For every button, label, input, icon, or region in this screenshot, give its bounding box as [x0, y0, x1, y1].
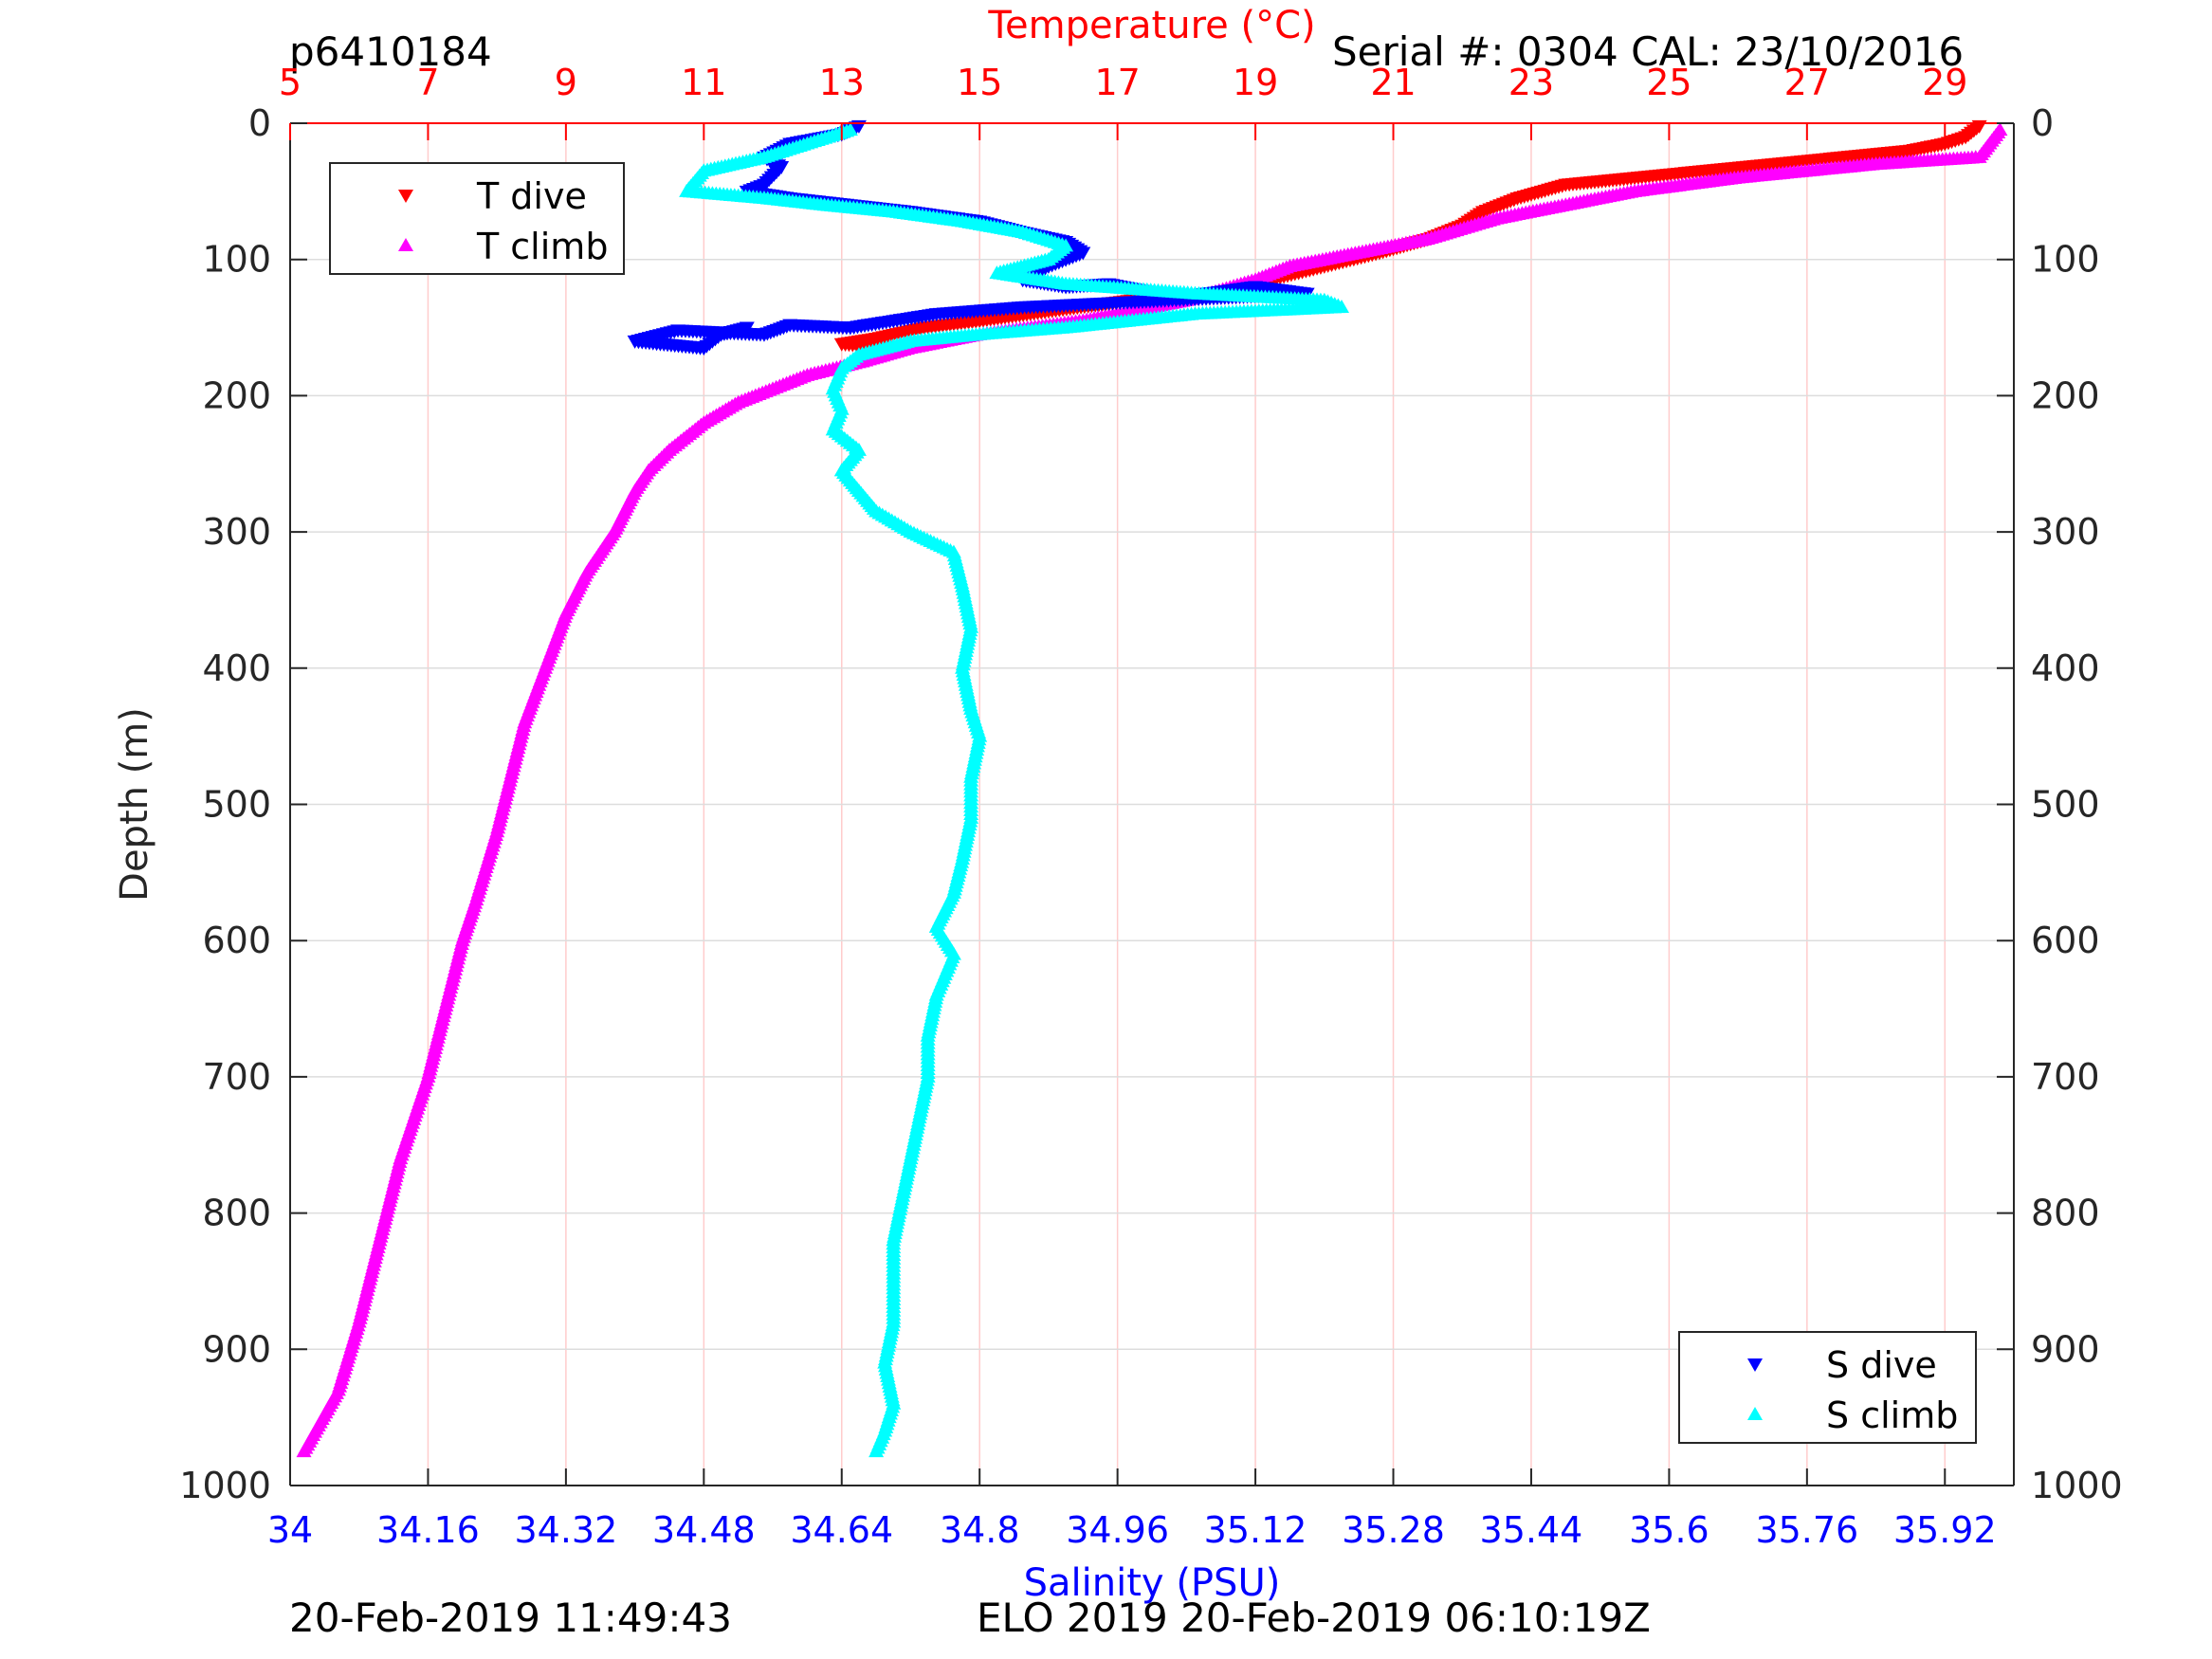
legend-temperature-box [329, 162, 625, 275]
depth-tick-label-right: 600 [2031, 920, 2100, 961]
legend-temperature-marker [398, 190, 413, 203]
depth-tick-label: 800 [202, 1193, 271, 1234]
salinity-tick-label: 35.44 [1480, 1509, 1583, 1551]
footer-timestamp: 20-Feb-2019 11:49:43 [289, 1595, 732, 1641]
legend-salinity-label: S climb [1826, 1395, 1958, 1436]
depth-tick-label-right: 100 [2031, 239, 2100, 281]
salinity-tick-label: 34.48 [652, 1509, 756, 1551]
salinity-tick-label: 34.64 [790, 1509, 893, 1551]
temperature-tick-label: 23 [1508, 62, 1554, 103]
temperature-tick-label: 25 [1646, 62, 1691, 103]
temperature-tick-label: 5 [279, 62, 302, 103]
depth-tick-label: 500 [202, 784, 271, 826]
temperature-tick-label: 15 [957, 62, 1002, 103]
depth-tick-label: 200 [202, 374, 271, 416]
profile-id-label: p6410184 [289, 28, 492, 75]
depth-tick-label: 700 [202, 1056, 271, 1098]
salinity-tick-label: 34.16 [376, 1509, 480, 1551]
legend-salinity-box [1678, 1331, 1977, 1444]
depth-tick-label: 0 [248, 102, 271, 144]
depth-tick-label-right: 300 [2031, 511, 2100, 553]
series-t-climb-marker [296, 1444, 312, 1458]
salinity-tick-label: 34.8 [940, 1509, 1020, 1551]
depth-tick-label-right: 800 [2031, 1193, 2100, 1234]
temperature-tick-label: 29 [1922, 62, 1967, 103]
salinity-tick-label: 35.92 [1893, 1509, 1997, 1551]
serial-cal-label: Serial #: 0304 CAL: 23/10/2016 [1332, 28, 1965, 75]
depth-tick-label: 900 [202, 1328, 271, 1370]
depth-tick-label: 100 [202, 239, 271, 281]
legend-temperature-label: T dive [476, 175, 587, 217]
salinity-axis-title: Salinity (PSU) [1024, 1561, 1281, 1605]
depth-tick-label-right: 200 [2031, 374, 2100, 416]
salinity-tick-label: 34.96 [1066, 1509, 1169, 1551]
temperature-axis-title: Temperature (°C) [987, 4, 1315, 47]
depth-tick-label: 600 [202, 920, 271, 961]
salinity-tick-label: 35.12 [1204, 1509, 1307, 1551]
temperature-tick-label: 7 [416, 62, 439, 103]
depth-tick-label-right: 0 [2031, 102, 2054, 144]
legend-salinity-marker [1747, 1407, 1763, 1420]
depth-tick-label: 400 [202, 647, 271, 689]
legend-salinity-marker [1747, 1358, 1763, 1372]
footer-mission-text: ELO 2019 20-Feb-2019 06:10:19Z [977, 1595, 1651, 1641]
depth-axis-title: Depth (m) [113, 707, 156, 902]
series-s-dive-marker [739, 321, 755, 336]
depth-tick-label: 1000 [179, 1465, 271, 1506]
legend-salinity-label: S dive [1826, 1344, 1937, 1386]
temperature-tick-label: 11 [681, 62, 726, 103]
salinity-tick-label: 34 [267, 1509, 313, 1551]
series-s-climb-marker [868, 1444, 885, 1458]
salinity-tick-label: 35.76 [1755, 1509, 1858, 1551]
salinity-tick-label: 34.32 [514, 1509, 617, 1551]
legend-temperature-label: T climb [476, 226, 608, 267]
depth-tick-label-right: 1000 [2031, 1465, 2123, 1506]
temperature-tick-label: 27 [1784, 62, 1830, 103]
temperature-tick-label: 19 [1233, 62, 1278, 103]
temperature-tick-label: 13 [819, 62, 865, 103]
salinity-tick-label: 35.6 [1629, 1509, 1709, 1551]
salinity-tick-label: 35.28 [1342, 1509, 1445, 1551]
temperature-tick-label: 9 [555, 62, 577, 103]
depth-tick-label-right: 900 [2031, 1328, 2100, 1370]
legend-temperature-marker [398, 238, 413, 251]
temperature-tick-label: 21 [1370, 62, 1416, 103]
depth-tick-label: 300 [202, 511, 271, 553]
depth-tick-label-right: 500 [2031, 784, 2100, 826]
depth-tick-label-right: 400 [2031, 647, 2100, 689]
temperature-tick-label: 17 [1094, 62, 1140, 103]
depth-tick-label-right: 700 [2031, 1056, 2100, 1098]
